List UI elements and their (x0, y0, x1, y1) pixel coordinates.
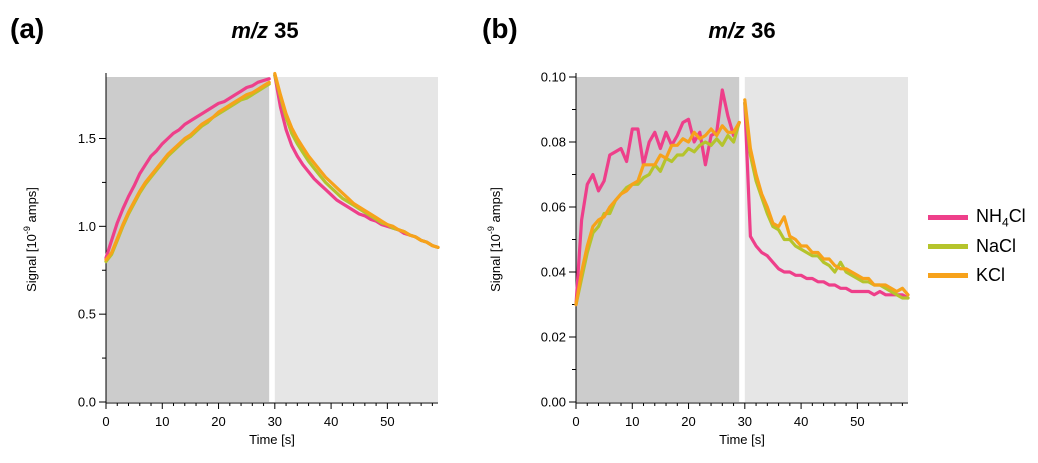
x-tick-label: 30 (738, 414, 752, 429)
x-tick-label: 20 (681, 414, 695, 429)
y-tick-label: 0.5 (78, 307, 96, 322)
shaded-region-dark (576, 77, 740, 402)
chart-title-italic: m/z (231, 18, 268, 43)
x-tick-label: 50 (850, 414, 864, 429)
x-axis-label: Time [s] (249, 432, 295, 447)
legend-label: NH4Cl (976, 206, 1026, 230)
x-tick-label: 10 (155, 414, 169, 429)
chart-title-italic: m/z (708, 18, 745, 43)
x-tick-label: 0 (102, 414, 109, 429)
shaded-region-light (274, 77, 438, 402)
x-tick-label: 10 (625, 414, 639, 429)
y-axis-label-prefix: Signal [10 (488, 234, 503, 292)
legend-label-main: NaCl (976, 236, 1017, 256)
legend-label-tail: Cl (1008, 205, 1026, 226)
x-tick-label: 50 (380, 414, 394, 429)
x-tick-label: 0 (572, 414, 579, 429)
y-axis-label-exponent: -9 (486, 226, 496, 234)
legend-label: NaCl (976, 236, 1016, 257)
series-line-nh4cl (104, 77, 271, 260)
series-line-nh4cl (574, 88, 741, 307)
x-axis-label: Time [s] (719, 432, 765, 447)
x-tick-label: 20 (211, 414, 225, 429)
series-line-kcl (574, 120, 741, 307)
panel-label: (b) (482, 13, 518, 44)
shaded-region-light (744, 77, 908, 402)
legend-item-nh4cl: NH4Cl (928, 203, 1028, 232)
legend-item-nacl: NaCl (928, 232, 1028, 261)
x-tick-label: 40 (794, 414, 808, 429)
y-axis-label-suffix: amps] (24, 187, 39, 226)
chart-title: m/z 35 (231, 18, 298, 43)
legend-swatch (928, 244, 968, 249)
series-line-kcl (273, 71, 440, 249)
plot-panel-0: 0 10 20 30 40 50 0.0 0.5 1.0 1.5 Time [s] Signal [1… (10, 13, 440, 447)
legend-label: KCl (976, 265, 1005, 286)
y-tick-label: 0.08 (541, 135, 566, 150)
chart-title-rest: 35 (268, 18, 299, 43)
legend-item-kcl: KCl (928, 261, 1028, 290)
y-tick-label: 1.5 (78, 131, 96, 146)
y-tick-label: 0.06 (541, 200, 566, 215)
x-tick-label: 30 (268, 414, 282, 429)
y-axis-label-exponent: -9 (22, 226, 32, 234)
y-tick-label: 0.0 (78, 395, 96, 410)
legend-swatch (928, 215, 968, 220)
y-axis-label: Signal [10-9 amps] (486, 187, 503, 292)
legend-label-main: NH (976, 205, 1002, 226)
series-line-kcl (104, 80, 271, 262)
y-axis-label-prefix: Signal [10 (24, 234, 39, 292)
shaded-region-dark (106, 77, 270, 402)
y-tick-label: 1.0 (78, 219, 96, 234)
y-tick-label: 0.00 (541, 395, 566, 410)
panel-label: (a) (10, 13, 44, 44)
series-line-nh4cl (743, 101, 910, 300)
y-tick-label: 0.10 (541, 70, 566, 85)
legend-swatch (928, 273, 968, 278)
chart-title-rest: 36 (745, 18, 776, 43)
legend-label-main: KCl (976, 265, 1006, 285)
plot-panel-1: 0 10 20 30 40 50 0.00 0.02 0.04 0.06 0.08 0.10 Time … (482, 13, 910, 447)
legend: NH4Cl NaCl KCl (928, 203, 1028, 290)
y-tick-label: 0.04 (541, 265, 566, 280)
legend-label-subscript: 4 (1002, 215, 1009, 230)
y-axis-label: Signal [10-9 amps] (22, 187, 39, 292)
y-axis-label-suffix: amps] (488, 187, 503, 226)
x-tick-label: 40 (324, 414, 338, 429)
chart-title: m/z 36 (708, 18, 775, 43)
y-tick-label: 0.02 (541, 330, 566, 345)
series-line-kcl (743, 98, 910, 297)
